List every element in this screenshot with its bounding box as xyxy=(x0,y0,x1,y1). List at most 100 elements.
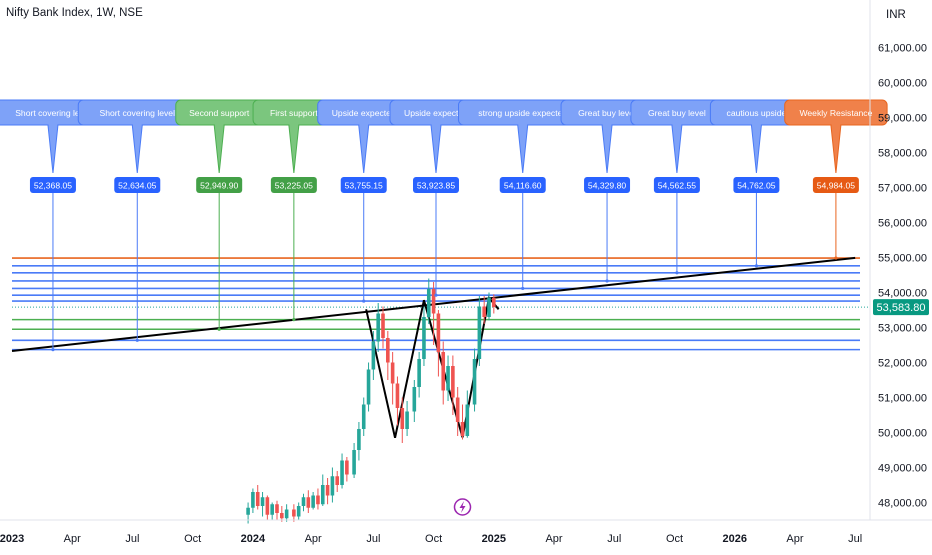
candle-body xyxy=(325,485,330,496)
level-anchor xyxy=(834,256,838,260)
candle-body xyxy=(417,359,421,387)
level-labels: Short covering level 52,368.05 Short cover… xyxy=(0,99,888,352)
candle-body xyxy=(366,369,371,405)
level-name: Short covering level xyxy=(100,108,176,118)
level-value: 52,634.05 xyxy=(118,181,156,191)
level-bubble-joint xyxy=(431,123,441,127)
y-tick-label: 57,000.00 xyxy=(878,183,927,195)
x-tick-label: Oct xyxy=(425,533,442,545)
candle-body xyxy=(275,504,279,513)
level-name: strong upside expected xyxy=(478,108,567,118)
level-value-box xyxy=(584,177,631,193)
candle-body xyxy=(465,404,470,436)
y-tick-label: 54,000.00 xyxy=(878,288,927,300)
candle-body xyxy=(280,513,284,519)
level-value-box xyxy=(340,177,387,193)
candle-body xyxy=(340,460,344,485)
candle-body xyxy=(260,497,265,506)
x-tick-label: 2023 xyxy=(0,533,24,545)
candle-body xyxy=(472,359,477,405)
x-tick-label: Jul xyxy=(607,533,621,545)
level-value: 54,562.55 xyxy=(658,181,696,191)
level-value-box xyxy=(270,177,317,193)
x-tick-label: Apr xyxy=(64,533,81,545)
level-anchor xyxy=(754,264,759,268)
level-name: First support xyxy=(270,108,318,118)
level-value-box xyxy=(812,177,859,193)
last-price-value: 53,583.80 xyxy=(877,302,926,314)
level-value: 54,116.60 xyxy=(504,181,542,191)
level-value-box xyxy=(499,177,546,193)
level-bubble-joint xyxy=(672,123,682,127)
candle-body xyxy=(301,497,306,506)
level-name: Upside expected xyxy=(404,108,468,118)
level-anchor xyxy=(434,293,438,297)
candle-body xyxy=(422,317,426,359)
candle-body xyxy=(335,476,340,485)
level-value-box xyxy=(733,177,780,193)
y-tick-label: 60,000.00 xyxy=(878,78,927,90)
level-anchor xyxy=(362,299,366,303)
y-tick-label: 52,000.00 xyxy=(878,358,927,370)
level-name: Second support xyxy=(189,108,250,118)
candle-body xyxy=(426,289,431,317)
level-bubble-joint xyxy=(132,123,142,127)
candle-body xyxy=(345,460,349,475)
level-value-box xyxy=(196,177,243,193)
candle-body xyxy=(371,341,376,370)
y-tick-label: 55,000.00 xyxy=(878,253,927,265)
level-bubble-pointer xyxy=(213,124,225,174)
level-bubble-joint xyxy=(214,123,224,127)
y-tick-label: 53,000.00 xyxy=(878,323,927,335)
chart-title: Nifty Bank Index, 1W, NSE xyxy=(6,7,143,19)
candle-body xyxy=(292,509,296,517)
candle-body xyxy=(400,408,405,429)
level-bubble-joint xyxy=(48,123,58,127)
level-value-box xyxy=(413,177,459,193)
level-bubble-joint xyxy=(359,123,369,127)
x-tick-label: Oct xyxy=(666,533,683,545)
candle-body xyxy=(246,507,250,515)
candle-body xyxy=(405,411,409,429)
candle-body xyxy=(492,297,496,308)
level-bubble-pointer xyxy=(601,124,613,174)
y-tick-label: 61,000.00 xyxy=(878,43,927,55)
level-bubble-pointer xyxy=(517,124,529,174)
level-bubble-pointer xyxy=(47,124,59,174)
level-value-box xyxy=(114,177,161,193)
x-tick-label: Jul xyxy=(125,533,139,545)
level-anchor xyxy=(521,286,525,291)
candle-body xyxy=(296,506,301,517)
candles xyxy=(246,278,496,524)
level-bubble-pointer xyxy=(830,124,842,174)
level-value: 53,923.85 xyxy=(417,181,455,191)
candle-body xyxy=(487,297,491,317)
y-tick-label: 59,000.00 xyxy=(878,113,927,125)
level-anchor xyxy=(605,279,609,283)
candle-body xyxy=(311,495,315,508)
candle-body xyxy=(316,495,320,505)
level-bubble-joint xyxy=(752,123,761,127)
candle-body xyxy=(255,492,260,506)
candle-body xyxy=(265,497,270,515)
currency-selector[interactable]: INR xyxy=(886,9,906,21)
y-tick-label: 48,000.00 xyxy=(878,498,927,510)
lightning-icon xyxy=(459,501,466,513)
level-anchor xyxy=(292,318,296,322)
level-value-box xyxy=(29,177,76,193)
candle-body xyxy=(390,362,395,384)
candle-body xyxy=(412,387,417,412)
level-value: 53,225.05 xyxy=(275,181,313,191)
x-tick-label: Jul xyxy=(366,533,380,545)
x-tick-label: Oct xyxy=(184,533,201,545)
candle-body xyxy=(330,476,335,496)
level-anchor xyxy=(135,338,139,342)
level-name: Short covering level xyxy=(15,108,91,118)
candle-body xyxy=(284,509,289,519)
level-value: 54,984.05 xyxy=(817,181,855,191)
y-tick-label: 49,000.00 xyxy=(878,463,927,475)
candle-body xyxy=(446,366,450,391)
y-tick-label: 51,000.00 xyxy=(878,393,927,405)
x-tick-label: 2024 xyxy=(241,533,266,545)
